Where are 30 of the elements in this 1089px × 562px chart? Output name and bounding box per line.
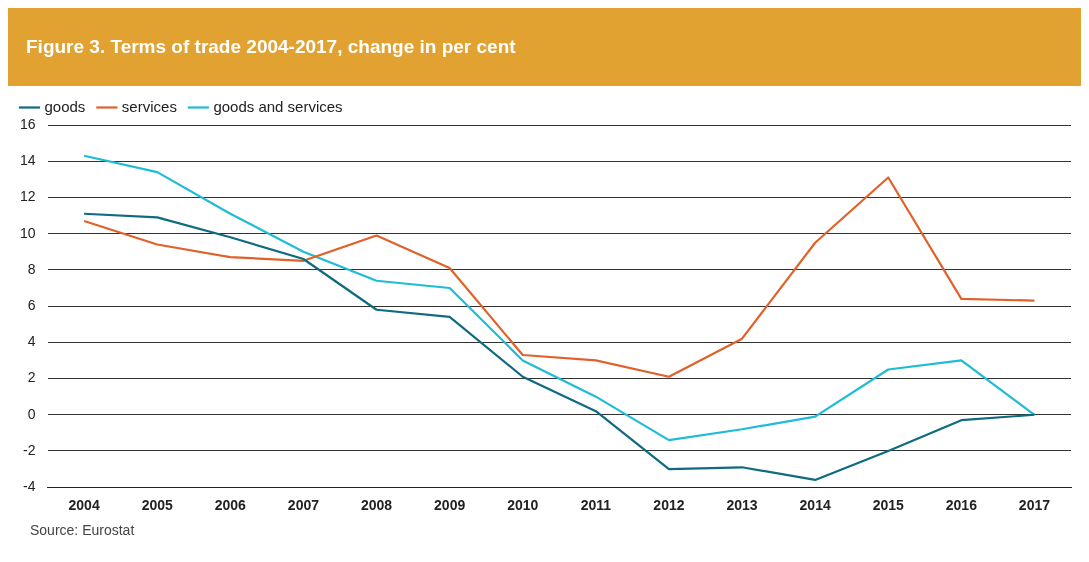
y-tick-label: 14 bbox=[19, 152, 36, 169]
x-tick-label: 2016 bbox=[945, 497, 978, 514]
x-tick-label: 2006 bbox=[214, 497, 247, 514]
x-tick-label: 2011 bbox=[580, 497, 612, 514]
y-tick-label: 12 bbox=[19, 188, 36, 205]
x-tick-label: 2015 bbox=[872, 497, 905, 514]
y-tick-label: 10 bbox=[19, 224, 36, 241]
y-tick-label: -2 bbox=[23, 441, 36, 458]
chart-title: Figure 3. Terms of trade 2004-2017, change in per cent bbox=[8, 8, 1081, 86]
source-note: Source: Eurostat bbox=[29, 522, 136, 538]
x-tick-label: 2014 bbox=[799, 497, 831, 514]
x-tick-label: 2005 bbox=[141, 497, 174, 514]
y-tick-label: 4 bbox=[27, 333, 36, 350]
x-tick-label: 2007 bbox=[287, 497, 320, 514]
legend-label: goods bbox=[44, 97, 86, 115]
x-tick-label: 2009 bbox=[434, 497, 466, 514]
y-tick-label: 0 bbox=[27, 405, 36, 422]
x-tick-label: 2008 bbox=[360, 497, 393, 514]
y-tick-label: 8 bbox=[27, 260, 36, 277]
legend-label: services bbox=[121, 97, 177, 115]
x-tick-label: 2004 bbox=[68, 497, 100, 514]
x-tick-label: 2012 bbox=[653, 497, 685, 514]
y-tick-label: 2 bbox=[27, 369, 36, 386]
x-tick-label: 2013 bbox=[726, 497, 758, 514]
y-tick-label: -4 bbox=[23, 478, 36, 495]
x-tick-label: 2010 bbox=[507, 497, 539, 514]
x-tick-label: 2017 bbox=[1018, 497, 1051, 514]
legend-label: goods and services bbox=[213, 97, 343, 115]
y-tick-label: 16 bbox=[19, 115, 36, 132]
y-tick-label: 6 bbox=[27, 296, 36, 313]
